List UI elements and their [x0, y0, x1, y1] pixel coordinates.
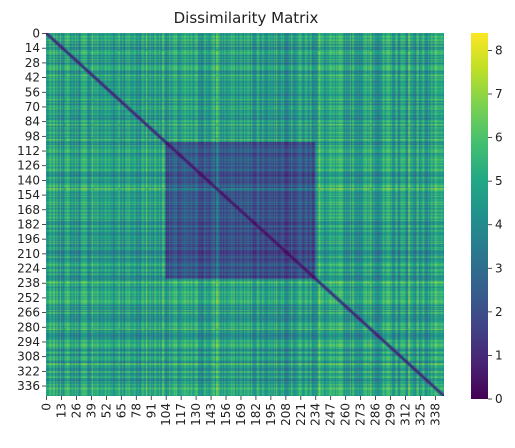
y-tick-label: 252 [17, 291, 40, 305]
y-tick-label: 266 [17, 306, 40, 320]
x-tick-label: 182 [249, 403, 263, 426]
x-tick-label: 299 [384, 403, 398, 426]
x-tick-label: 325 [413, 403, 427, 426]
x-tick-label: 338 [428, 403, 442, 426]
y-tick-label: 42 [25, 71, 40, 85]
x-axis-ticks: 0 13 26 39 52 65 78 91 104 117 130 143 156 169 182 195 2… [40, 396, 442, 426]
colorbar-tick-label: 3 [495, 261, 503, 275]
x-tick-label: 65 [114, 403, 128, 418]
y-tick-label: 28 [25, 56, 40, 70]
colorbar-tick-label: 7 [495, 87, 503, 101]
x-tick-label: 39 [84, 403, 98, 418]
y-tick-label: 224 [17, 262, 40, 276]
x-tick-label: 26 [69, 403, 83, 418]
colorbar-tick-label: 1 [495, 348, 503, 362]
colorbar-gradient [471, 33, 488, 399]
heatmap-cells [46, 33, 444, 396]
y-tick-label: 238 [17, 276, 40, 290]
colorbar-tick-label: 0 [495, 392, 503, 406]
x-tick-label: 234 [309, 403, 323, 426]
chart-title: Dissimilarity Matrix [174, 9, 319, 27]
colorbar-tick-label: 6 [495, 131, 503, 145]
x-tick-label: 156 [219, 403, 233, 426]
y-tick-label: 0 [32, 27, 40, 41]
y-tick-label: 98 [25, 129, 40, 143]
heatmap-area [46, 33, 444, 396]
x-tick-label: 273 [354, 403, 368, 426]
y-tick-label: 140 [17, 173, 40, 187]
x-tick-label: 208 [279, 403, 293, 426]
y-tick-label: 14 [25, 41, 40, 55]
x-tick-label: 286 [369, 403, 383, 426]
y-tick-label: 168 [17, 203, 40, 217]
y-tick-label: 84 [25, 115, 40, 129]
x-tick-label: 221 [294, 403, 308, 426]
y-tick-label: 308 [17, 350, 40, 364]
x-tick-label: 195 [264, 403, 278, 426]
colorbar-tick-label: 2 [495, 305, 503, 319]
y-tick-label: 322 [17, 364, 40, 378]
y-tick-label: 126 [17, 159, 40, 173]
y-tick-label: 280 [17, 320, 40, 334]
x-tick-label: 143 [204, 403, 218, 426]
colorbar-ticks: 0 1 2 3 4 5 6 7 8 [488, 43, 503, 406]
x-tick-label: 13 [55, 403, 69, 418]
y-tick-label: 70 [25, 100, 40, 114]
x-tick-label: 78 [129, 403, 143, 418]
colorbar-tick-label: 4 [495, 218, 503, 232]
y-tick-label: 56 [25, 85, 40, 99]
y-tick-label: 154 [17, 188, 40, 202]
y-axis-ticks: 0142842567084981121261401541681821962102… [17, 27, 46, 393]
colorbar: 0 1 2 3 4 5 6 7 8 [471, 33, 503, 406]
x-tick-label: 247 [324, 403, 338, 426]
y-tick-label: 182 [17, 217, 40, 231]
x-tick-label: 91 [144, 403, 158, 418]
x-tick-label: 312 [398, 403, 412, 426]
x-tick-label: 52 [99, 403, 113, 418]
x-tick-label: 169 [234, 403, 248, 426]
x-tick-label: 104 [159, 403, 173, 426]
y-tick-label: 210 [17, 247, 40, 261]
colorbar-tick-label: 5 [495, 174, 503, 188]
colorbar-tick-label: 8 [495, 43, 503, 57]
x-tick-label: 117 [174, 403, 188, 426]
y-tick-label: 196 [17, 232, 40, 246]
x-tick-label: 0 [40, 403, 54, 411]
y-tick-label: 112 [17, 144, 40, 158]
x-tick-label: 130 [189, 403, 203, 426]
y-tick-label: 336 [17, 379, 40, 393]
x-tick-label: 260 [339, 403, 353, 426]
y-tick-label: 294 [17, 335, 40, 349]
